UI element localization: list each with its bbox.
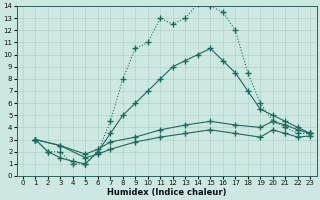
X-axis label: Humidex (Indice chaleur): Humidex (Indice chaleur) <box>107 188 226 197</box>
